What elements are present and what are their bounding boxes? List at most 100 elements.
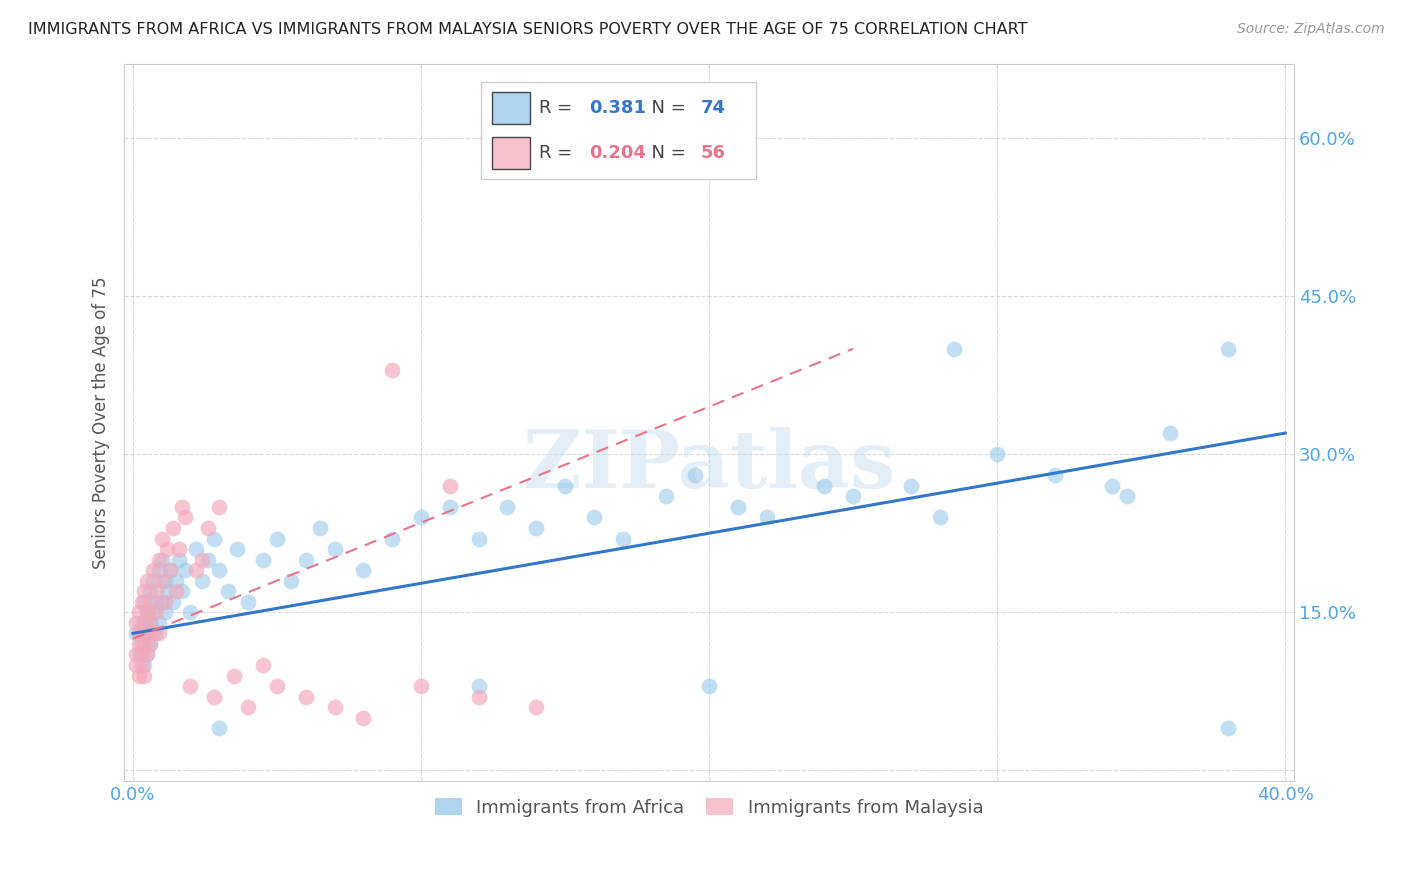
Point [217,584,239,599]
Text: ZIPatlas: ZIPatlas [523,426,896,505]
Point [252,552,274,566]
Point [323,542,346,557]
Point [170,500,193,514]
Point [409,679,432,693]
Point [1101,479,1123,493]
Point [842,489,865,503]
Point [139,595,162,609]
Point [148,615,170,630]
Point [134,658,156,673]
Point [170,584,193,599]
Point [582,510,605,524]
Point [145,595,167,609]
Point [136,605,159,619]
Point [202,532,225,546]
Point [128,668,150,682]
Point [148,626,170,640]
Point [813,479,835,493]
Point [167,552,190,566]
Point [159,563,181,577]
Point [225,542,247,557]
Point [266,679,288,693]
Point [145,605,167,619]
Point [165,584,187,599]
Point [1115,489,1137,503]
Point [612,532,634,546]
Point [439,479,461,493]
Point [128,637,150,651]
Point [145,584,167,599]
Point [381,532,404,546]
Point [131,626,153,640]
Point [153,595,176,609]
Point [128,626,150,640]
Legend: Immigrants from Africa, Immigrants from Malaysia: Immigrants from Africa, Immigrants from … [426,789,993,826]
Point [252,658,274,673]
Point [1159,426,1181,441]
Point [409,510,432,524]
Point [128,605,150,619]
Point [352,711,374,725]
Point [309,521,332,535]
Point [236,595,259,609]
Text: IMMIGRANTS FROM AFRICA VS IMMIGRANTS FROM MALAYSIA SENIORS POVERTY OVER THE AGE : IMMIGRANTS FROM AFRICA VS IMMIGRANTS FRO… [28,22,1028,37]
Point [139,584,162,599]
Point [179,679,201,693]
Point [727,500,749,514]
Point [173,563,195,577]
Point [467,532,489,546]
Point [131,615,153,630]
Point [142,574,165,588]
Point [202,690,225,704]
Point [236,700,259,714]
Point [554,479,576,493]
Point [942,342,965,356]
Point [136,648,159,662]
Point [139,615,162,630]
Point [134,584,156,599]
Point [524,521,547,535]
Point [697,679,720,693]
Point [222,668,245,682]
Point [323,700,346,714]
Point [191,552,214,566]
Point [1043,468,1066,483]
Point [755,510,778,524]
Point [467,690,489,704]
Point [150,532,173,546]
Point [136,626,159,640]
Point [131,658,153,673]
Point [139,637,162,651]
Point [352,563,374,577]
Point [381,363,404,377]
Point [186,563,208,577]
Point [156,542,179,557]
Point [191,574,214,588]
Point [928,510,950,524]
Point [136,574,159,588]
Text: Source: ZipAtlas.com: Source: ZipAtlas.com [1237,22,1385,37]
Point [125,658,148,673]
Point [125,648,148,662]
Point [280,574,302,588]
Point [131,637,153,651]
Point [1216,342,1239,356]
Point [131,648,153,662]
Point [134,637,156,651]
Point [156,584,179,599]
Point [142,563,165,577]
Point [150,595,173,609]
Point [197,552,219,566]
Point [142,626,165,640]
Point [167,542,190,557]
Point [162,595,184,609]
Point [134,668,156,682]
Point [159,563,181,577]
Point [179,605,201,619]
Point [139,637,162,651]
Point [208,563,231,577]
Point [197,521,219,535]
Point [136,626,159,640]
Point [655,489,678,503]
Point [524,700,547,714]
